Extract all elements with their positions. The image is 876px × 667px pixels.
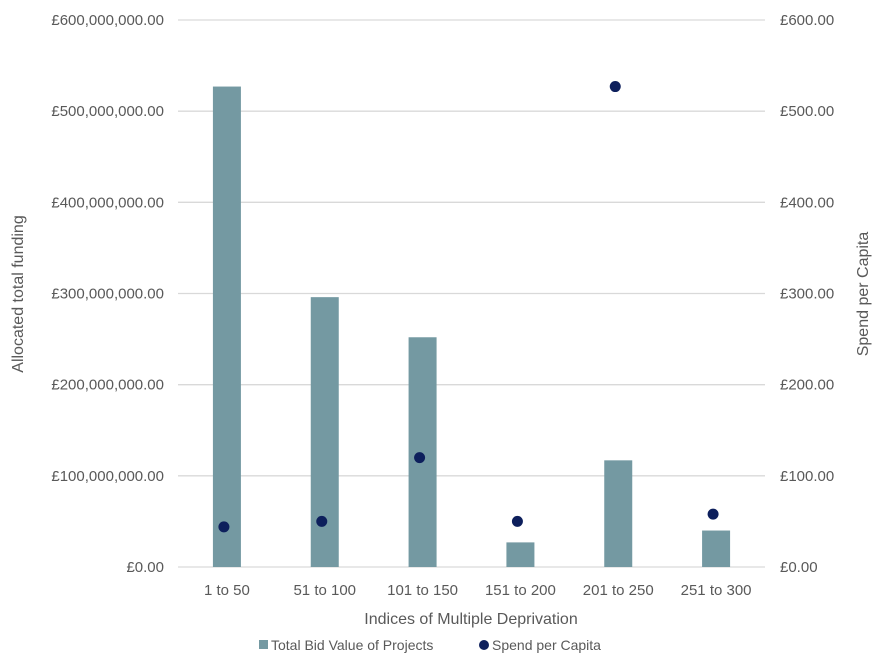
y-tick-label: £600,000,000.00 [51, 12, 164, 29]
y2-tick-label: £300.00 [780, 286, 834, 303]
point-spend-per-capita [414, 452, 426, 464]
x-tick-label: 101 to 150 [387, 582, 458, 599]
bar-total-bid-value [310, 297, 339, 567]
point-spend-per-capita [511, 515, 523, 527]
x-tick-label: 51 to 100 [293, 582, 356, 599]
y-tick-label: £400,000,000.00 [51, 194, 164, 211]
y-tick-label: £500,000,000.00 [51, 103, 164, 120]
legend-swatch-bars [259, 640, 268, 649]
bar-total-bid-value [604, 460, 633, 567]
y2-tick-label: £500.00 [780, 103, 834, 120]
y2-axis-title: Spend per Capita [855, 232, 872, 357]
point-spend-per-capita [218, 521, 230, 533]
y-tick-label: £100,000,000.00 [51, 468, 164, 485]
legend-label-dots: Spend per Capita [492, 637, 601, 653]
y2-tick-label: £200.00 [780, 377, 834, 394]
y-tick-label: £200,000,000.00 [51, 377, 164, 394]
x-tick-label: 1 to 50 [204, 582, 250, 599]
legend: Total Bid Value of Projects Spend per Ca… [259, 637, 601, 653]
x-axis-title: Indices of Multiple Deprivation [364, 611, 577, 628]
point-spend-per-capita [316, 515, 328, 527]
bar-total-bid-value [506, 542, 535, 567]
y2-tick-label: £100.00 [780, 468, 834, 485]
y-tick-label: £0.00 [126, 559, 164, 576]
bar-total-bid-value [212, 86, 241, 567]
y-tick-label: £300,000,000.00 [51, 286, 164, 303]
x-tick-label: 151 to 200 [485, 582, 556, 599]
y2-tick-label: £0.00 [780, 559, 818, 576]
y-axis-title: Allocated total funding [10, 215, 27, 372]
bar-total-bid-value [408, 337, 437, 567]
y2-tick-label: £400.00 [780, 194, 834, 211]
legend-label-bars: Total Bid Value of Projects [271, 637, 433, 653]
bar-total-bid-value [702, 530, 731, 567]
point-spend-per-capita [707, 508, 719, 520]
x-tick-label: 201 to 250 [583, 582, 654, 599]
legend-swatch-dots [479, 640, 489, 650]
point-spend-per-capita [609, 81, 621, 93]
y2-tick-label: £600.00 [780, 12, 834, 29]
x-tick-label: 251 to 300 [681, 582, 752, 599]
